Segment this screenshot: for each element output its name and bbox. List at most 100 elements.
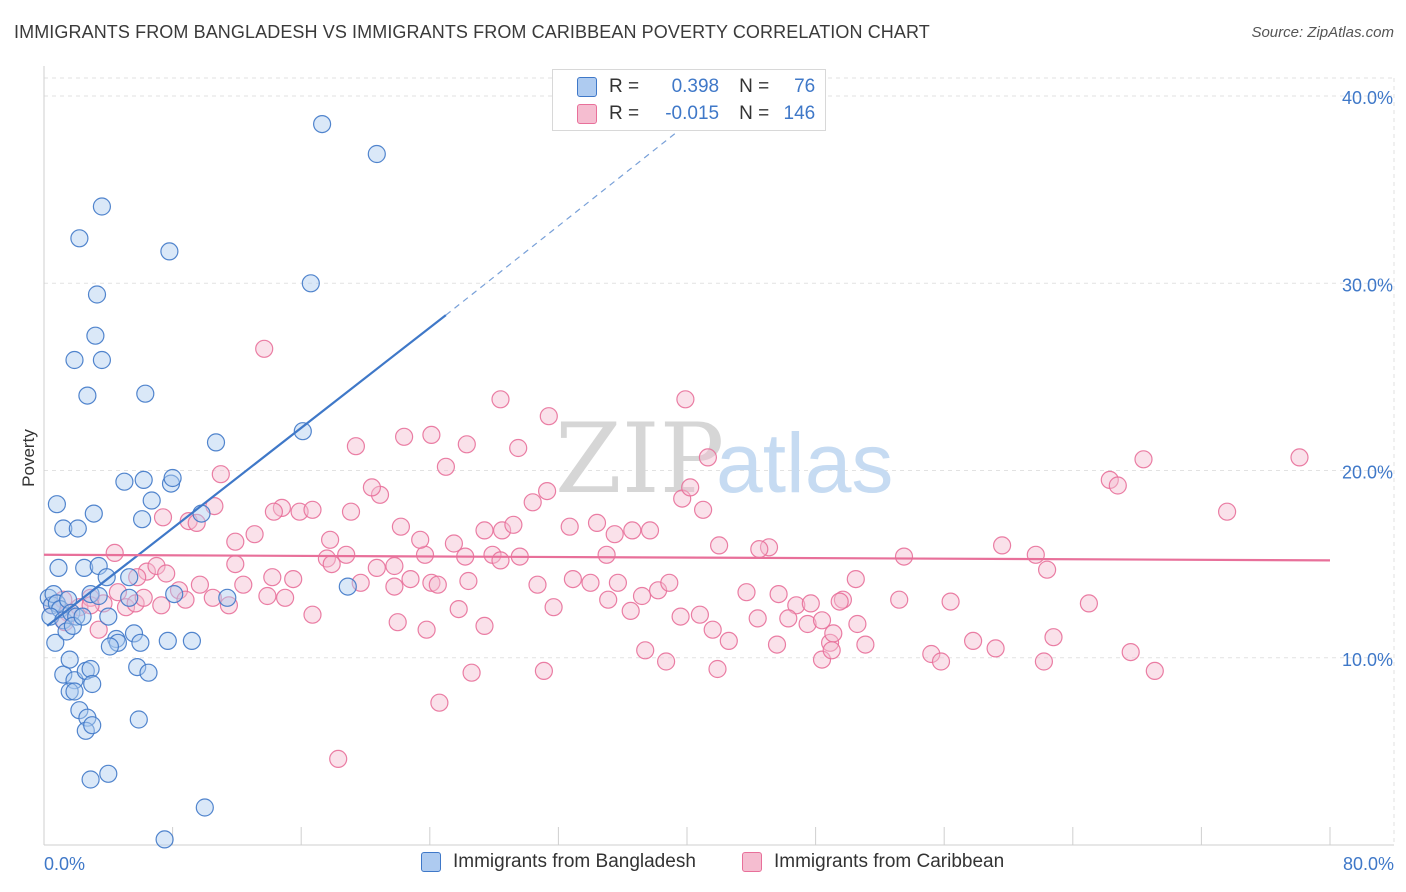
- caribbean-point: [362, 478, 381, 497]
- caribbean-point: [708, 659, 727, 679]
- caribbean-point: [848, 614, 867, 634]
- caribbean-point: [587, 513, 607, 533]
- bangladesh-point: [99, 607, 118, 626]
- bangladesh-point: [182, 631, 201, 651]
- caribbean-point: [537, 482, 557, 501]
- trendlines: [43, 123, 1331, 627]
- caribbean-point: [190, 575, 209, 594]
- caribbean-point: [1026, 545, 1045, 564]
- bangladesh-point: [136, 384, 155, 403]
- bangladesh-point: [124, 624, 144, 643]
- caribbean-point: [284, 569, 303, 589]
- x-tick-label-max: 80.0%: [1343, 854, 1394, 874]
- caribbean-point: [219, 596, 238, 615]
- caribbean-point: [636, 641, 655, 660]
- caribbean-point: [108, 583, 128, 602]
- caribbean-point: [322, 554, 341, 574]
- bangladesh-point: [100, 637, 120, 656]
- caribbean-point: [833, 590, 853, 609]
- caribbean-point: [894, 547, 914, 566]
- caribbean-point: [750, 539, 769, 559]
- bangladesh-point: [60, 650, 79, 669]
- caribbean-point: [276, 588, 295, 607]
- caribbean-point: [263, 568, 282, 587]
- bangladesh-point: [163, 468, 182, 488]
- caribbean-point: [388, 613, 407, 632]
- caribbean-point: [258, 586, 277, 606]
- caribbean-point: [769, 584, 788, 604]
- bangladesh-point: [195, 798, 214, 817]
- caribbean-point: [428, 575, 447, 594]
- caribbean-point: [226, 554, 245, 574]
- caribbean-points: [42, 339, 1309, 769]
- caribbean-point: [226, 532, 245, 551]
- caribbean-point: [986, 639, 1005, 658]
- caribbean-point: [544, 598, 563, 617]
- caribbean-point: [560, 517, 579, 536]
- bangladesh-point: [301, 274, 320, 293]
- caribbean-point: [563, 569, 583, 589]
- caribbean-point: [475, 521, 494, 540]
- legend-item-bangladesh[interactable]: Immigrants from Bangladesh: [421, 851, 696, 873]
- bangladesh-point: [75, 558, 94, 578]
- bangladesh-point: [84, 504, 103, 523]
- caribbean-point: [459, 571, 478, 591]
- n-label: N =: [739, 103, 770, 124]
- blue-swatch-icon: [421, 852, 441, 872]
- caribbean-point: [395, 427, 414, 446]
- caribbean-point: [801, 594, 820, 613]
- n-label: N =: [739, 76, 770, 97]
- bangladesh-point: [129, 710, 148, 729]
- caribbean-point: [430, 693, 449, 712]
- caribbean-point: [693, 500, 713, 519]
- caribbean-point: [391, 517, 410, 536]
- caribbean-point: [931, 652, 951, 671]
- caribbean-point: [475, 616, 494, 636]
- caribbean-point: [1037, 560, 1057, 579]
- bangladesh-point: [338, 577, 357, 596]
- caribbean-point: [830, 592, 849, 611]
- stats-legend-row-caribbean: R = -0.015 N = 146: [577, 102, 815, 126]
- caribbean-point: [608, 573, 628, 592]
- caribbean-point: [922, 644, 941, 664]
- caribbean-point: [367, 558, 386, 578]
- r-value-bangladesh: 0.398: [671, 76, 720, 97]
- bangladesh-point: [49, 558, 68, 578]
- caribbean-point: [303, 500, 322, 519]
- caribbean-point: [599, 590, 618, 609]
- bangladesh-point: [142, 491, 161, 510]
- caribbean-point: [824, 624, 843, 643]
- caribbean-point: [255, 339, 274, 358]
- caribbean-point: [605, 525, 624, 544]
- caribbean-point: [187, 513, 206, 533]
- caribbean-trendline: [43, 553, 1331, 562]
- bangladesh-point: [54, 665, 73, 684]
- bangladesh-point: [54, 519, 73, 538]
- caribbean-point: [89, 620, 108, 639]
- bangladesh-point: [63, 616, 83, 636]
- caribbean-point: [621, 601, 640, 621]
- caribbean-point: [660, 573, 679, 592]
- caribbean-point: [676, 390, 695, 409]
- source-label: Source: ZipAtlas.com: [1251, 24, 1394, 41]
- bangladesh-point: [99, 764, 118, 783]
- caribbean-point: [346, 437, 365, 456]
- caribbean-point: [449, 599, 468, 619]
- caribbean-point: [411, 530, 430, 549]
- y-tick-label: 10.0%: [1342, 650, 1393, 670]
- caribbean-point: [719, 631, 738, 651]
- caribbean-point: [690, 605, 710, 624]
- caribbean-point: [737, 583, 756, 602]
- caribbean-point: [509, 438, 528, 458]
- caribbean-point: [812, 650, 832, 669]
- caribbean-point: [1217, 502, 1237, 521]
- caribbean-point: [341, 502, 361, 521]
- bangladesh-point: [81, 659, 100, 679]
- caribbean-point: [890, 590, 909, 609]
- caribbean-point: [147, 556, 166, 576]
- caribbean-point: [681, 478, 700, 497]
- caribbean-point: [422, 573, 441, 592]
- legend-item-caribbean[interactable]: Immigrants from Caribbean: [742, 851, 1004, 873]
- axes: [43, 66, 1394, 846]
